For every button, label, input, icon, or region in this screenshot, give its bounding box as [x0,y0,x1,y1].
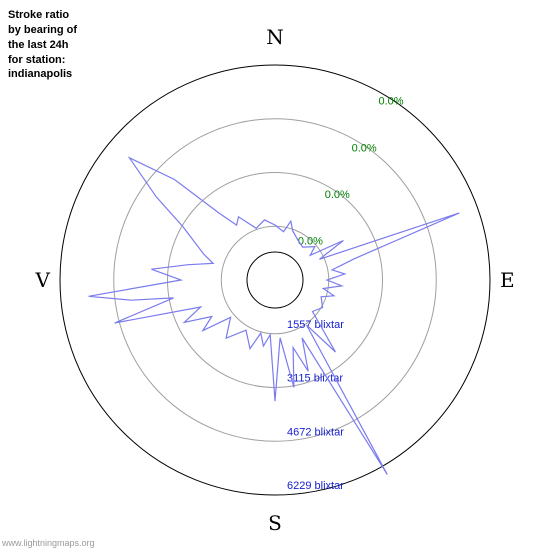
ring-label-1: 1557 blixtar [287,319,344,331]
pct-label-ring-2: 0.0% [325,189,350,201]
grid-ring-2 [168,173,383,388]
cardinal-w: V [35,268,51,292]
grid-ring-4 [60,65,490,495]
pct-label-ring-3: 0.0% [352,142,377,154]
cardinal-e: E [500,268,515,292]
ring-label-3: 4672 blixtar [287,426,344,438]
polar-chart-svg: NESV0.0%0.0%0.0%0.0%1557 blixtar3115 bli… [0,0,550,550]
chart-container: Stroke ratio by bearing of the last 24h … [0,0,550,550]
ring-label-4: 6229 blixtar [287,480,344,492]
pct-label-ring-4: 0.0% [379,96,404,108]
credit-text: www.lightningmaps.org [2,538,95,548]
stroke-ratio-trace [89,158,460,475]
center-hole [247,252,303,308]
cardinal-n: N [266,25,284,49]
cardinal-s: S [268,511,282,535]
